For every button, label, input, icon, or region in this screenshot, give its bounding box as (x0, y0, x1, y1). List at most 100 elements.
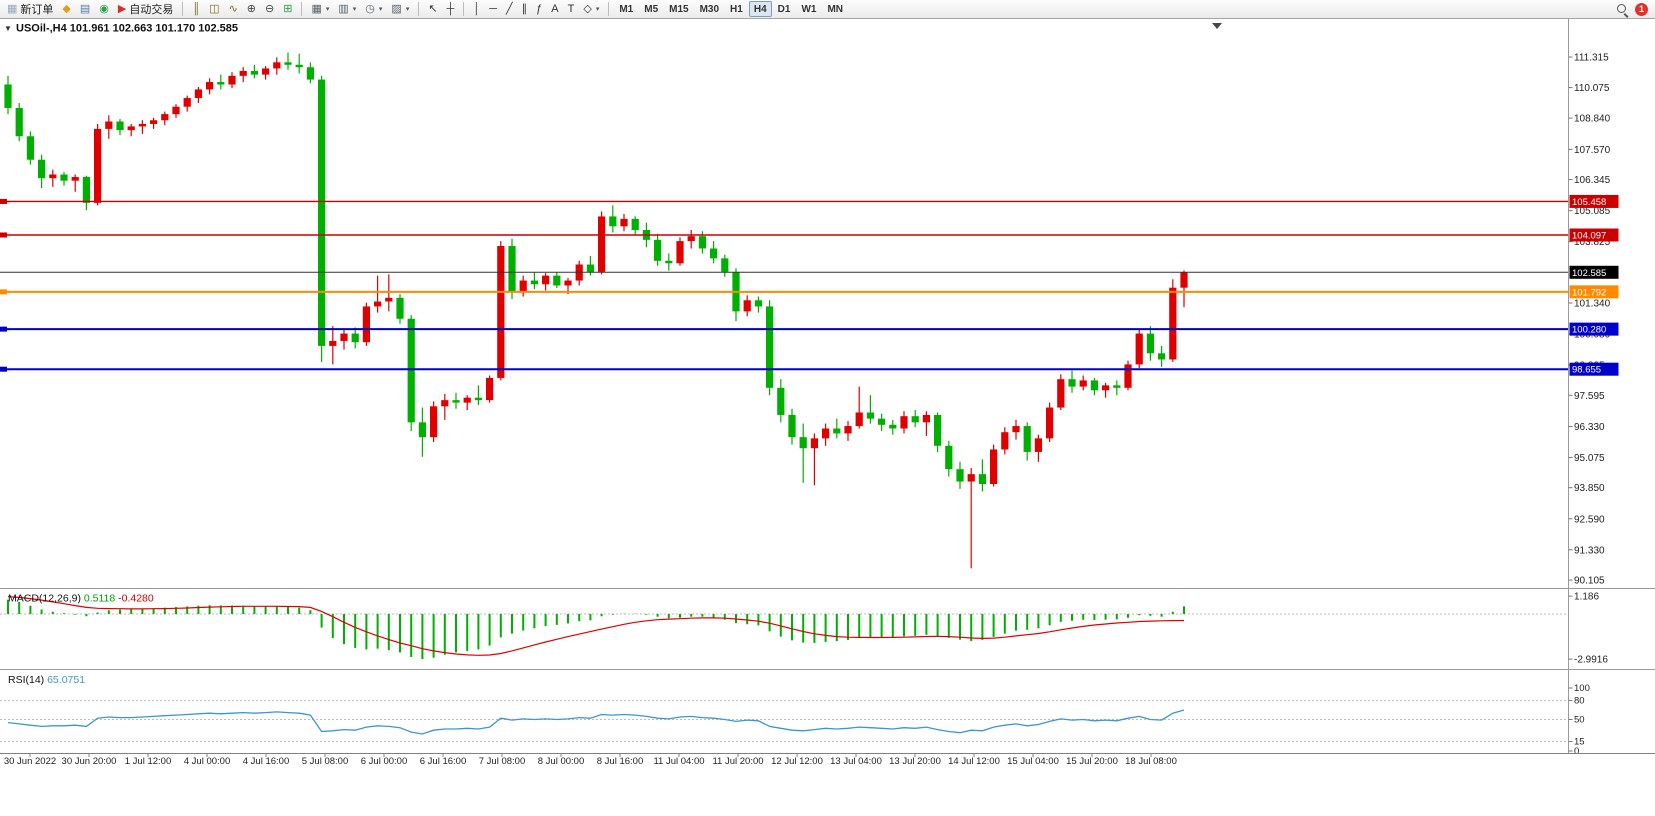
candle-body (239, 70, 247, 76)
candle-body (340, 333, 348, 341)
candle-body (183, 98, 191, 107)
text-label-icon: T (567, 2, 575, 15)
price-badge (1569, 362, 1619, 376)
candle-body (1180, 272, 1188, 288)
time-axis-label: 6 Jul 16:00 (420, 756, 466, 767)
macd-axis-label: 1.186 (1574, 592, 1599, 603)
candle-body (889, 424, 897, 429)
periods-menu-icon: ◷ (365, 2, 375, 15)
price-badge-text: 105.458 (1572, 197, 1606, 208)
crosshair-icon: ┼ (446, 2, 455, 15)
candle-body (810, 438, 818, 449)
bar-chart-icon[interactable]: ║ (188, 1, 204, 17)
text-icon[interactable]: A (547, 1, 562, 17)
time-axis-label: 7 Jul 08:00 (479, 756, 525, 767)
profiles-icon[interactable]: ▥ ▾ (334, 1, 360, 17)
text-label-icon[interactable]: T (564, 1, 579, 17)
candle-body (900, 416, 908, 429)
timeframe-button-h4[interactable]: H4 (748, 1, 772, 17)
candle-body (295, 64, 303, 68)
horizontal-line-icon: ─ (489, 2, 498, 15)
bid-price-badge-text: 102.585 (1572, 268, 1606, 279)
candle-body (934, 414, 942, 446)
signals-icon: ◉ (99, 2, 109, 15)
timeframe-button-m5[interactable]: M5 (639, 1, 663, 17)
timeframe-button-mn[interactable]: MN (822, 1, 848, 17)
cursor-icon[interactable]: ↖ (424, 1, 441, 17)
timeframe-button-w1[interactable]: W1 (796, 1, 821, 17)
toolbar-separator (608, 2, 610, 16)
zoom-out-icon[interactable]: ⊖ (261, 1, 278, 17)
candle-body (1068, 379, 1076, 387)
time-axis-label: 1 Jul 12:00 (125, 756, 171, 767)
candle-body (273, 62, 281, 69)
candle-body (82, 176, 90, 203)
timeframe-button-h1[interactable]: H1 (725, 1, 748, 17)
new-chart-icon[interactable]: ▦ ▾ (307, 1, 333, 17)
chart-area[interactable]: ▼ USOil-,H4 101.961 102.663 101.170 102.5… (0, 19, 1655, 816)
trendline-icon[interactable]: ╱ (502, 1, 517, 17)
candle-body (306, 67, 314, 80)
candle-body (1079, 380, 1087, 387)
search-icon[interactable] (1615, 2, 1630, 17)
candlestick-chart-icon[interactable]: ◫ (205, 1, 223, 17)
zoom-in-icon[interactable]: ⊕ (243, 1, 260, 17)
symbol-ohlc-title: USOil-,H4 101.961 102.663 101.170 102.58… (16, 23, 238, 35)
autotrading-button[interactable]: ▶ 自动交易 (114, 1, 177, 17)
timeframe-button-m15[interactable]: M15 (664, 1, 693, 17)
candle-body (788, 414, 796, 438)
price-axis[interactable]: 111.315 110.075 108.840 107.570 106.345 105.0… (1568, 19, 1619, 753)
one-click-trading-toggle[interactable]: ▼ (4, 24, 12, 33)
crosshair-icon[interactable]: ┼ (443, 1, 459, 17)
time-axis[interactable]: 30 Jun 2022 30 Jun 20:00 1 Jul 12:00 4 Jul … (0, 753, 1655, 767)
level-lines (0, 198, 1568, 372)
fibonacci-icon[interactable]: ƒ (532, 1, 546, 17)
market-watch-icon[interactable]: ▤ (76, 1, 94, 17)
candle-body (1090, 380, 1098, 391)
candle-body (474, 397, 482, 401)
arrows-icon[interactable]: ◇ ▾ (579, 1, 603, 17)
time-axis-label: 18 Jul 08:00 (1125, 756, 1177, 767)
candle-body (508, 246, 516, 292)
alerts-icon[interactable]: ◆ (58, 1, 74, 17)
candle-body (620, 218, 628, 227)
price-axis-label: 103.825 (1574, 237, 1611, 248)
line-an­chor (0, 198, 7, 204)
candle-body (396, 297, 404, 319)
new-order-button[interactable]: ▦ 新订单 (3, 1, 57, 17)
chart-shift-marker[interactable] (1212, 23, 1222, 29)
horizontal-line-icon[interactable]: ─ (485, 1, 501, 17)
candle-body (833, 428, 841, 434)
periods-menu-icon[interactable]: ◷ ▾ (361, 1, 386, 17)
channel-icon[interactable]: ∥ (518, 1, 532, 17)
candle-body (1012, 426, 1020, 433)
price-axis-label: 95.075 (1574, 453, 1605, 464)
chevron-down-icon: ▾ (325, 6, 330, 13)
market-watch-icon: ▤ (79, 2, 91, 15)
line-chart-icon[interactable]: ∿ (225, 1, 242, 17)
signals-icon[interactable]: ◉ (95, 1, 113, 17)
tile-windows-icon[interactable]: ⊞ (279, 1, 296, 17)
time-axis-label: 30 Jun 20:00 (62, 756, 117, 767)
candle-body (418, 422, 426, 438)
line-an­chor (0, 326, 7, 332)
vertical-line-icon[interactable]: │ (469, 1, 484, 17)
candle-body (866, 412, 874, 419)
timeframe-button-m30[interactable]: M30 (695, 1, 724, 17)
time-axis-label: 11 Jul 04:00 (653, 756, 704, 767)
arrows-icon: ◇ (583, 2, 592, 15)
rsi-title: RSI(14) 65.0751 (8, 674, 85, 686)
line-an­chor (0, 366, 7, 372)
rsi-axis-label: 100 (1574, 683, 1590, 694)
candle-body (922, 414, 930, 423)
toolbar-separator (463, 2, 465, 16)
price-badge (1569, 285, 1619, 299)
fibonacci-icon: ƒ (536, 2, 543, 15)
templates-icon[interactable]: ▨ ▾ (387, 1, 413, 17)
timeframe-button-d1[interactable]: D1 (773, 1, 796, 17)
candle-body (206, 82, 214, 90)
timeframe-button-m1[interactable]: M1 (614, 1, 638, 17)
notification-badge[interactable]: 1 (1635, 2, 1648, 16)
zoom-in-icon: ⊕ (246, 2, 256, 15)
rsi-axis-label: 0 (1574, 746, 1579, 757)
